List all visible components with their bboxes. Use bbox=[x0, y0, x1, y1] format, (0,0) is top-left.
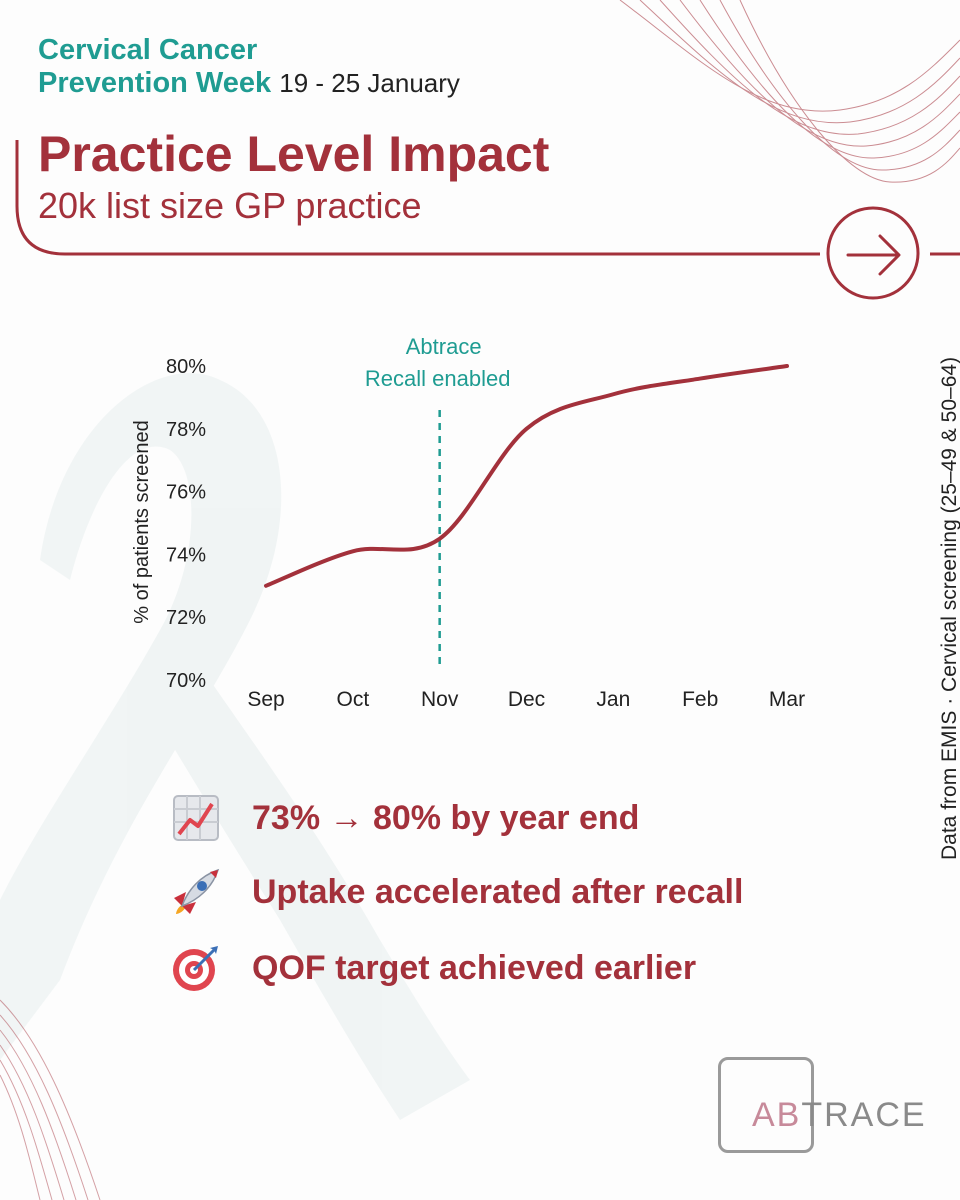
frame-line bbox=[15, 140, 820, 256]
series-line-screened bbox=[264, 364, 789, 588]
x-tick-label: Sep bbox=[247, 688, 284, 711]
highlight-row-3: QOF target achieved earlier bbox=[170, 942, 696, 994]
wavy-lines-top-right bbox=[619, 0, 960, 183]
x-tick-label: Nov bbox=[421, 688, 459, 711]
campaign-name-text: Prevention Week bbox=[38, 67, 272, 99]
highlight-text: Uptake accelerated after recall bbox=[252, 872, 744, 911]
annotation-line1: Abtrace bbox=[406, 334, 482, 359]
y-tick-label: 70% bbox=[166, 670, 206, 692]
awareness-ribbon bbox=[0, 373, 470, 1120]
highlight-row-2: Uptake accelerated after recall bbox=[170, 866, 743, 918]
campaign-dates: 19 - 25 January bbox=[279, 68, 460, 98]
logo-text-accent: AB bbox=[752, 1096, 802, 1134]
x-tick-label: Feb bbox=[682, 688, 718, 711]
page-subtitle: 20k list size GP practice bbox=[38, 185, 422, 226]
x-tick-label: Oct bbox=[336, 688, 369, 711]
annotation-line2: Recall enabled bbox=[365, 366, 511, 391]
x-tick-label: Jan bbox=[596, 688, 630, 711]
y-axis-ticks: 70% 72% 74% 76% 78% 80% bbox=[166, 356, 206, 692]
page-title: Practice Level Impact bbox=[38, 126, 550, 182]
highlight-row-1: 73% → 80% by year end bbox=[170, 792, 639, 844]
y-tick-label: 80% bbox=[166, 356, 206, 378]
line-chart: % of patients screened 70% 72% 74% 76% 78% 80… bbox=[131, 334, 805, 711]
y-tick-label: 74% bbox=[166, 544, 206, 566]
logo-frame bbox=[718, 1057, 814, 1153]
source-note: Data from EMIS · Cervical screening (25–… bbox=[938, 356, 960, 860]
highlight-text: QOF target achieved earlier bbox=[252, 948, 697, 987]
x-tick-label: Dec bbox=[508, 688, 545, 711]
rocket-icon bbox=[174, 868, 220, 914]
y-tick-label: 72% bbox=[166, 607, 206, 629]
y-tick-label: 78% bbox=[166, 419, 206, 441]
logo-text-rest: TRACE bbox=[801, 1096, 927, 1134]
arrow-right-icon[interactable] bbox=[826, 206, 920, 300]
chart-increasing-icon bbox=[173, 795, 219, 841]
highlight-text: 73% → 80% by year end bbox=[252, 798, 640, 837]
target-icon bbox=[173, 946, 218, 991]
y-tick-label: 76% bbox=[166, 482, 206, 504]
wavy-lines-bottom-left bbox=[0, 999, 101, 1200]
x-tick-label: Mar bbox=[769, 688, 805, 711]
x-axis-ticks: Sep Oct Nov Dec Jan Feb Mar bbox=[247, 688, 805, 711]
abtrace-logo: ABTRACE bbox=[752, 1095, 927, 1135]
campaign-name-line2: Prevention Week 19 - 25 January bbox=[38, 67, 460, 100]
campaign-name-line1: Cervical Cancer bbox=[38, 34, 258, 66]
y-axis-label: % of patients screened bbox=[131, 420, 153, 623]
